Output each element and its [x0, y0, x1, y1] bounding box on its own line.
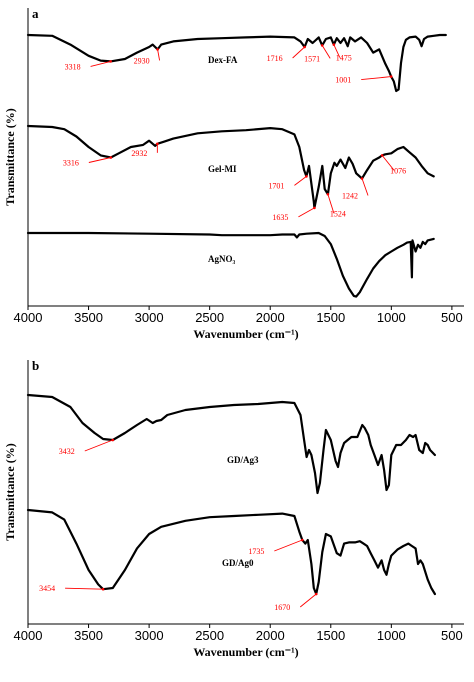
- series-label: GD/Ag0: [222, 558, 254, 568]
- peak-arrow: [321, 45, 331, 59]
- peak-arrowhead: [156, 48, 159, 51]
- peak-arrow: [88, 157, 111, 163]
- peak-label: 3432: [59, 447, 75, 456]
- peak-label: 1716: [267, 54, 283, 63]
- panel-a: 4000 3500 3000 2500 2000 1500 1000 500 Wavenumbe…: [3, 6, 464, 341]
- x-tick-label: 1000: [377, 310, 406, 325]
- peak-arrowhead: [109, 156, 113, 159]
- x-axis-title: Wavenumber (cm⁻¹): [193, 327, 298, 341]
- peak-label: 1670: [274, 603, 290, 612]
- peak-arrowhead: [156, 142, 159, 146]
- x-tick-label: 500: [441, 310, 463, 325]
- peak-arrowhead: [380, 154, 384, 157]
- peak-label: 1701: [268, 181, 284, 190]
- x-tick-label: 2500: [195, 310, 224, 325]
- x-tick-label: 2000: [256, 310, 285, 325]
- peak-arrow: [299, 593, 317, 608]
- peak-arrow: [90, 60, 111, 67]
- peak-label: 1076: [390, 166, 406, 175]
- spectrum-trace: [26, 231, 435, 298]
- x-tick-label: 2500: [195, 628, 224, 643]
- peak-arrowhead: [389, 75, 393, 78]
- peak-label: 3316: [63, 159, 79, 168]
- peak-arrowhead: [360, 177, 364, 180]
- y-axis-title: Transmittance (%): [3, 108, 17, 205]
- spectrum-trace: [26, 508, 436, 596]
- y-axis-title: Transmittance (%): [3, 443, 17, 540]
- x-tick-label: 3000: [135, 628, 164, 643]
- panel-letter: b: [32, 358, 39, 373]
- peak-arrow: [65, 587, 104, 590]
- x-tick-label: 500: [441, 628, 463, 643]
- x-tick-label: 3500: [74, 310, 103, 325]
- peak-arrow: [292, 46, 305, 59]
- x-tick-label: 1000: [377, 628, 406, 643]
- series-label: GD/Ag3: [227, 455, 259, 465]
- peak-arrow: [157, 49, 161, 61]
- peak-label: 1571: [304, 54, 320, 63]
- peak-arrowhead: [101, 587, 105, 591]
- peak-arrow: [361, 178, 369, 196]
- peak-label: 1475: [336, 54, 352, 63]
- peak-arrowhead: [314, 592, 318, 596]
- peak-label: 3318: [65, 62, 81, 71]
- peak-arrow: [84, 439, 113, 452]
- x-tick-label: 3500: [74, 628, 103, 643]
- peak-arrowhead: [305, 175, 308, 178]
- peak-label: 3454: [39, 584, 55, 593]
- panel-letter: a: [32, 6, 39, 21]
- peak-arrowhead: [313, 206, 316, 210]
- peak-arrow: [381, 155, 395, 171]
- peak-label: 1242: [342, 192, 358, 201]
- peak-arrowhead: [332, 43, 336, 46]
- x-axis-title: Wavenumber (cm⁻¹): [193, 645, 298, 659]
- peak-arrowhead: [301, 538, 304, 542]
- x-tick-label: 1500: [316, 628, 345, 643]
- peak-arrow: [294, 176, 307, 186]
- peak-arrowhead: [303, 45, 306, 49]
- series-label: Gel-MI: [208, 164, 237, 174]
- x-tick-label: 2000: [256, 628, 285, 643]
- spectrum-trace: [26, 393, 436, 495]
- peak-arrow: [361, 76, 392, 81]
- peak-arrow: [333, 44, 341, 58]
- x-tick-label: 4000: [14, 310, 43, 325]
- peak-label: 2932: [131, 149, 147, 158]
- peak-arrowhead: [326, 192, 330, 196]
- panel-b: 4000 3500 3000 2500 2000 1500 1000 500 Wavenumbe…: [3, 358, 464, 659]
- peak-arrowhead: [111, 438, 115, 442]
- peak-arrow: [274, 539, 303, 552]
- x-tick-label: 1500: [316, 310, 345, 325]
- peak-arrow: [327, 194, 335, 214]
- series-label: Dex-FA: [208, 55, 238, 65]
- peak-label: 1635: [272, 213, 288, 222]
- x-tick-label: 3000: [135, 310, 164, 325]
- peak-arrow: [298, 207, 315, 218]
- peak-arrowhead: [109, 60, 112, 63]
- peak-label: 1735: [248, 547, 264, 556]
- series-label: AgNO₃: [208, 254, 235, 264]
- spectrum-trace: [26, 33, 447, 93]
- peak-arrowhead: [320, 44, 324, 47]
- peak-label: 2930: [134, 56, 150, 65]
- x-tick-label: 4000: [14, 628, 43, 643]
- peak-label: 1524: [330, 209, 346, 218]
- peak-label: 1001: [335, 76, 351, 85]
